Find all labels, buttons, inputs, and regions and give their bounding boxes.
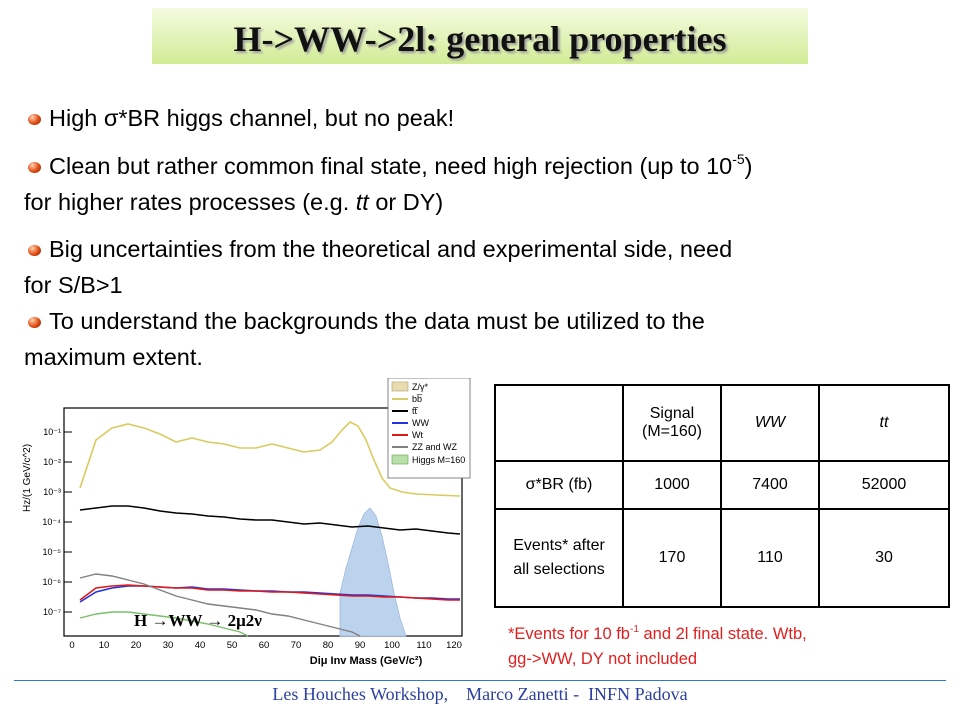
bullet-2: Clean but rather common final state, nee… xyxy=(24,151,753,215)
slide-footer: Les Houches Workshop, Marco Zanetti - IN… xyxy=(272,684,688,704)
ttbar-curve xyxy=(79,505,461,535)
legend: Z/γ* bb̅ tt̅ WW Wt ZZ and WZ Higgs M=160 xyxy=(391,381,465,465)
bullet-dot-icon xyxy=(28,114,41,125)
slide-title: H->WW->2l: general properties xyxy=(233,19,727,59)
higgs-low-curve xyxy=(79,611,249,637)
x-tick-label: 100 xyxy=(384,640,400,651)
table-row: Events* after all selections 170 110 30 xyxy=(494,508,950,608)
x-tick-label: 80 xyxy=(323,640,334,651)
plot-annotation: H →WW → 2μ2ν xyxy=(134,611,262,630)
x-tick-label: 60 xyxy=(259,640,270,651)
higgs-signal-area xyxy=(339,507,407,637)
y-tick-label: 10⁻³ xyxy=(43,487,61,497)
legend-swatch-higgs xyxy=(391,454,409,465)
table-cell: 170 xyxy=(622,508,722,608)
legend-label: Higgs M=160 xyxy=(412,455,465,465)
x-tick-label: 50 xyxy=(227,640,238,651)
wt-curve xyxy=(79,584,460,601)
events-table: Signal (M=160) WW tt σ*BR (fb) 1000 7400… xyxy=(494,384,950,608)
table-header-cell xyxy=(494,384,624,462)
table-cell: Events* after all selections xyxy=(494,508,624,608)
table-header-row: Signal (M=160) WW tt xyxy=(494,384,950,462)
bullet-3: Big uncertainties from the theoretical a… xyxy=(24,236,733,298)
x-tick-label: 30 xyxy=(163,640,174,651)
zz-wz-curve xyxy=(79,573,361,637)
x-tick-label: 70 xyxy=(291,640,302,651)
legend-label: WW xyxy=(412,418,429,428)
zgamma-curve xyxy=(79,421,461,497)
table-header-cell: WW xyxy=(720,384,820,462)
x-tick-labels: 0 10 20 30 40 50 60 70 80 90 100 110 120 xyxy=(69,640,462,651)
x-tick-label: 0 xyxy=(69,640,74,651)
table-cell: 7400 xyxy=(720,460,820,510)
y-tick-label: 10⁻¹ xyxy=(43,427,61,437)
y-tick-label: 10⁻² xyxy=(43,457,61,467)
x-tick-label: 120 xyxy=(446,640,462,651)
table-cell: 1000 xyxy=(622,460,722,510)
table-cell: 52000 xyxy=(818,460,950,510)
y-tick-label: 10⁻⁵ xyxy=(43,547,62,557)
legend-label: Z/γ* xyxy=(412,382,428,392)
bullet-dot-icon xyxy=(28,245,41,256)
x-axis-label: Diμ Inv Mass (GeV/c²) xyxy=(310,655,423,667)
legend-label: Wt xyxy=(412,430,423,440)
table-header-cell: Signal (M=160) xyxy=(622,384,722,462)
bullet-dot-icon xyxy=(28,162,41,173)
y-tick-labels: 10⁻¹ 10⁻² 10⁻³ 10⁻⁴ 10⁻⁵ 10⁻⁶ 10⁻⁷ xyxy=(42,427,61,617)
bullet-4: To understand the backgrounds the data m… xyxy=(24,308,705,370)
x-tick-label: 110 xyxy=(416,640,431,651)
table-header-cell: tt xyxy=(818,384,950,462)
x-tick-label: 20 xyxy=(131,640,142,651)
x-tick-label: 40 xyxy=(195,640,206,651)
bullet-1: High σ*BR higgs channel, but no peak! xyxy=(24,100,924,136)
legend-swatch-zgamma xyxy=(391,381,409,392)
bullet-dot-icon xyxy=(28,317,41,328)
y-axis-label: Hz/(1 GeV/c^2) xyxy=(22,444,33,512)
y-tick-label: 10⁻⁷ xyxy=(43,607,61,617)
y-axis-ticks xyxy=(64,431,72,613)
footer-divider xyxy=(14,680,946,681)
title-banner: H->WW->2l: general properties xyxy=(152,8,808,64)
legend-label: ZZ and WZ xyxy=(412,442,458,452)
x-tick-label: 10 xyxy=(99,640,110,651)
table-cell: σ*BR (fb) xyxy=(494,460,624,510)
table-cell: 110 xyxy=(720,508,820,608)
table-cell: 30 xyxy=(818,508,950,608)
y-tick-label: 10⁻⁴ xyxy=(42,517,61,527)
legend-label: tt̅ xyxy=(412,406,419,416)
y-tick-label: 10⁻⁶ xyxy=(43,577,62,587)
table-footnote: *Events for 10 fb-1 and 2l final state. … xyxy=(508,624,807,669)
histogram-plot: 10⁻¹ 10⁻² 10⁻³ 10⁻⁴ 10⁻⁵ 10⁻⁶ 10⁻⁷ Hz/(1… xyxy=(16,378,472,670)
legend-label: bb̅ xyxy=(412,394,423,404)
table-row: σ*BR (fb) 1000 7400 52000 xyxy=(494,460,950,510)
x-tick-label: 90 xyxy=(355,640,366,651)
